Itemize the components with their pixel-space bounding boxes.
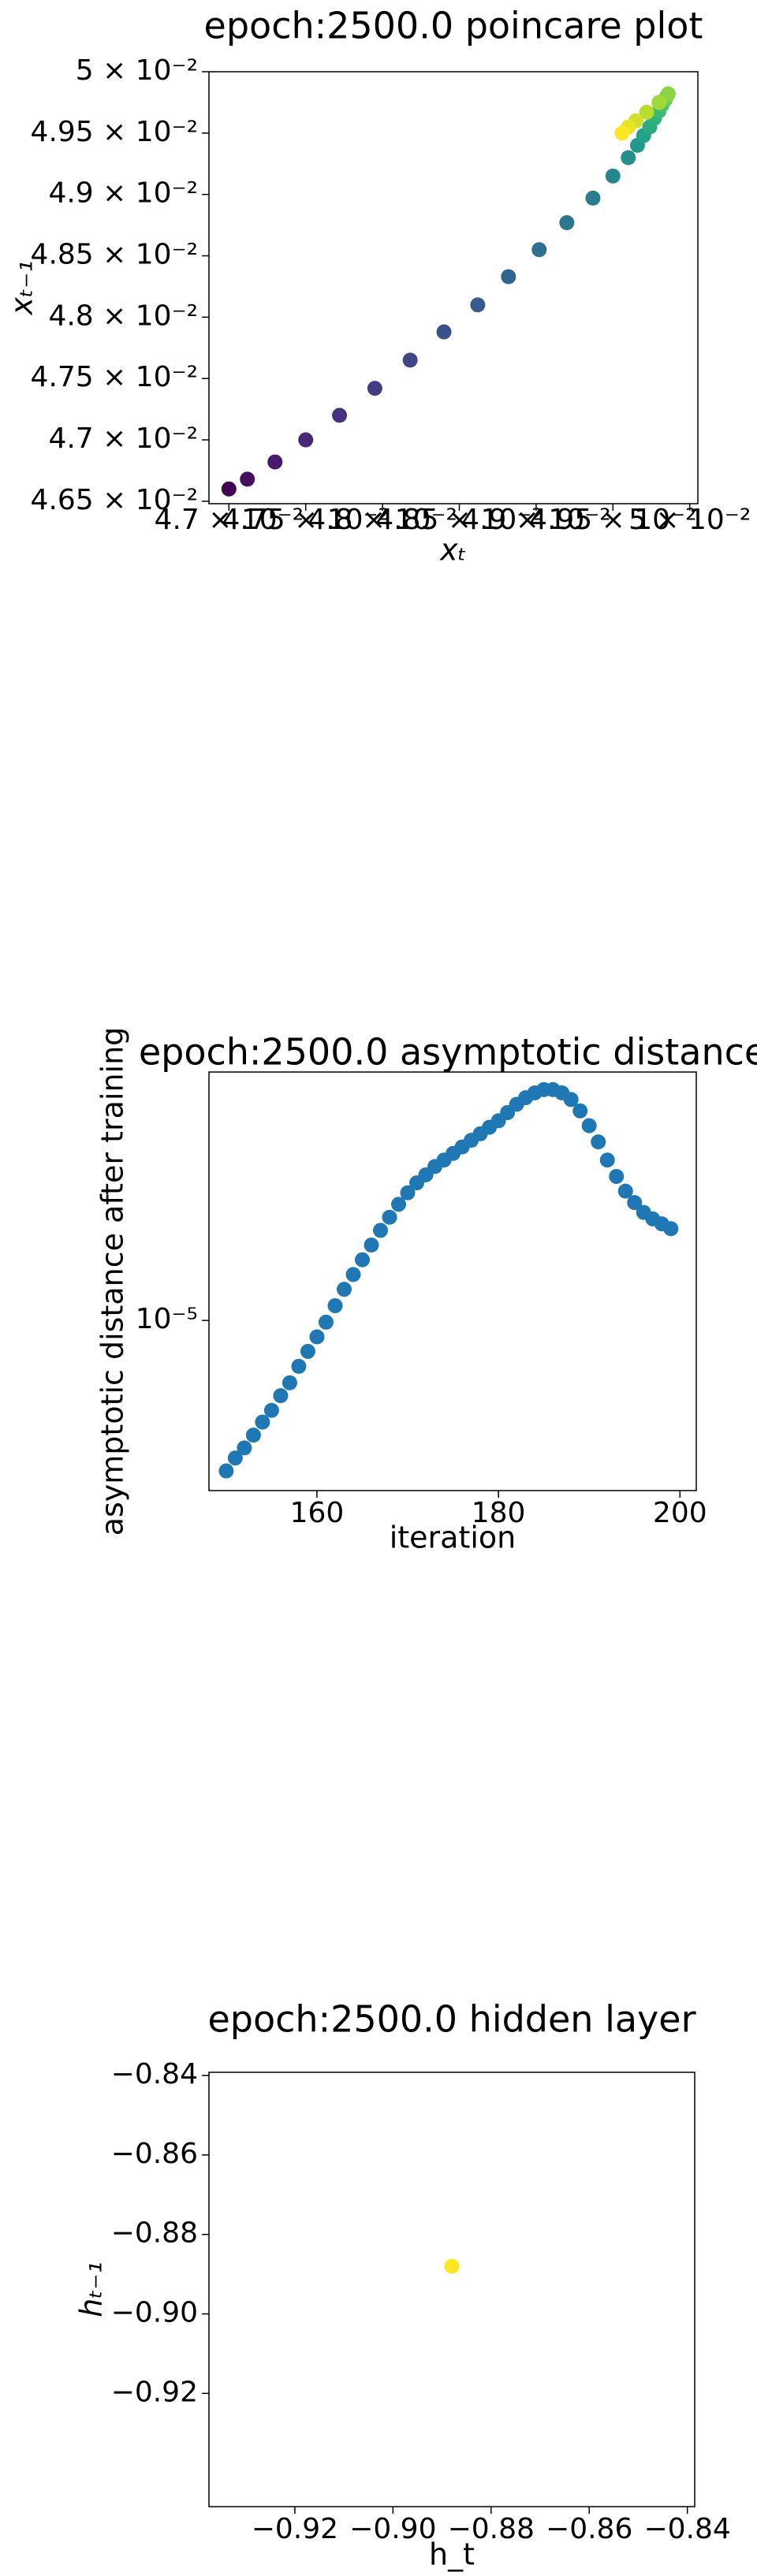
plot-frame <box>208 71 699 504</box>
y-tick-label: 4.75 × 10⁻² <box>31 361 198 393</box>
point <box>531 242 547 258</box>
point <box>327 1297 343 1313</box>
point <box>282 1375 297 1390</box>
x-tick-label: −0.86 <box>546 2513 632 2545</box>
point <box>402 352 418 368</box>
y-tick-label: −0.86 <box>111 2138 198 2170</box>
point <box>572 1103 588 1119</box>
x-tick-label: −0.90 <box>349 2513 436 2545</box>
y-tick-label: 4.85 × 10⁻² <box>31 239 198 271</box>
x-axis-label: h_t <box>429 2537 475 2572</box>
point <box>444 2258 460 2274</box>
point <box>300 1343 315 1359</box>
y-tick-label: 10⁻⁵ <box>136 1303 198 1335</box>
point <box>501 269 516 285</box>
x-tick-label: 4.8 × 10⁻² <box>308 504 457 536</box>
x-tick-label: 4.75 × 10⁻² <box>222 504 389 536</box>
point <box>218 1463 234 1479</box>
point <box>373 1223 389 1238</box>
y-tick-label: −0.84 <box>111 2058 198 2090</box>
x-axis-label: xₜ <box>439 533 467 568</box>
point <box>318 1314 334 1330</box>
y-tick-label: 4.8 × 10⁻² <box>48 300 198 332</box>
point <box>400 1185 416 1201</box>
y-axis-label: asymptotic distance after training <box>95 1027 130 1536</box>
y-axis-label: hₜ₋₁ <box>74 2261 109 2317</box>
point <box>563 1092 579 1107</box>
point <box>267 454 283 470</box>
x-tick-label: 4.7 × 10⁻² <box>155 504 304 536</box>
x-tick-label: 4.95 × 10⁻² <box>529 504 696 536</box>
point <box>599 1152 615 1168</box>
point <box>627 1195 643 1211</box>
point <box>291 1358 307 1374</box>
x-tick-label: −0.88 <box>448 2513 535 2545</box>
x-tick-label: 180 <box>472 1497 526 1529</box>
y-tick-label: −0.88 <box>111 2217 198 2250</box>
x-tick-label: −0.92 <box>252 2513 338 2545</box>
x-tick-label: 160 <box>290 1497 345 1529</box>
x-tick-label: 5 × 10⁻² <box>628 504 751 536</box>
y-tick-label: 4.95 × 10⁻² <box>31 116 198 148</box>
y-tick-label: −0.92 <box>111 2376 198 2408</box>
y-tick-label: 4.9 × 10⁻² <box>48 177 198 210</box>
x-tick-label: 200 <box>653 1497 707 1529</box>
chart-title: epoch:2500.0 asymptotic distance <box>139 1031 757 1074</box>
point <box>245 1428 261 1443</box>
point <box>559 214 575 230</box>
point <box>221 481 237 497</box>
y-axis-label: xₜ₋₁ <box>5 261 39 316</box>
point <box>651 95 667 110</box>
point <box>436 324 452 340</box>
point <box>345 1267 361 1282</box>
point <box>364 1238 379 1253</box>
point <box>617 1183 633 1199</box>
x-axis-label: iteration <box>390 1521 516 1555</box>
point <box>621 150 636 166</box>
point <box>591 1134 606 1150</box>
point <box>639 104 654 120</box>
point <box>581 1118 597 1134</box>
point <box>336 1282 352 1297</box>
point <box>585 190 601 206</box>
y-tick-label: 4.65 × 10⁻² <box>31 484 198 516</box>
x-tick-label: 4.85 × 10⁻² <box>375 504 543 536</box>
point <box>354 1252 370 1268</box>
point <box>255 1414 270 1430</box>
x-tick-label: −0.84 <box>644 2513 731 2545</box>
point <box>470 297 486 313</box>
point <box>367 381 382 396</box>
x-tick-label: 4.9 × 10⁻² <box>461 504 611 536</box>
point <box>382 1209 397 1225</box>
point <box>609 1168 625 1184</box>
point <box>309 1329 325 1345</box>
chart-title: epoch:2500.0 poincare plot <box>204 5 703 47</box>
y-tick-label: 5 × 10⁻² <box>76 54 198 87</box>
point <box>605 168 621 184</box>
point <box>263 1402 279 1418</box>
y-tick-label: 4.7 × 10⁻² <box>48 423 198 455</box>
chart-title: epoch:2500.0 hidden layer <box>208 1998 696 2041</box>
point <box>391 1197 407 1212</box>
y-tick-label: −0.90 <box>111 2297 198 2329</box>
point <box>663 1221 679 1237</box>
plot-frame <box>208 2072 695 2507</box>
point <box>227 1450 243 1466</box>
point <box>240 471 255 487</box>
point <box>273 1388 289 1404</box>
plot-frame <box>208 1071 697 1491</box>
point <box>237 1440 252 1456</box>
point <box>614 125 630 141</box>
point <box>298 432 314 448</box>
point <box>332 408 348 423</box>
